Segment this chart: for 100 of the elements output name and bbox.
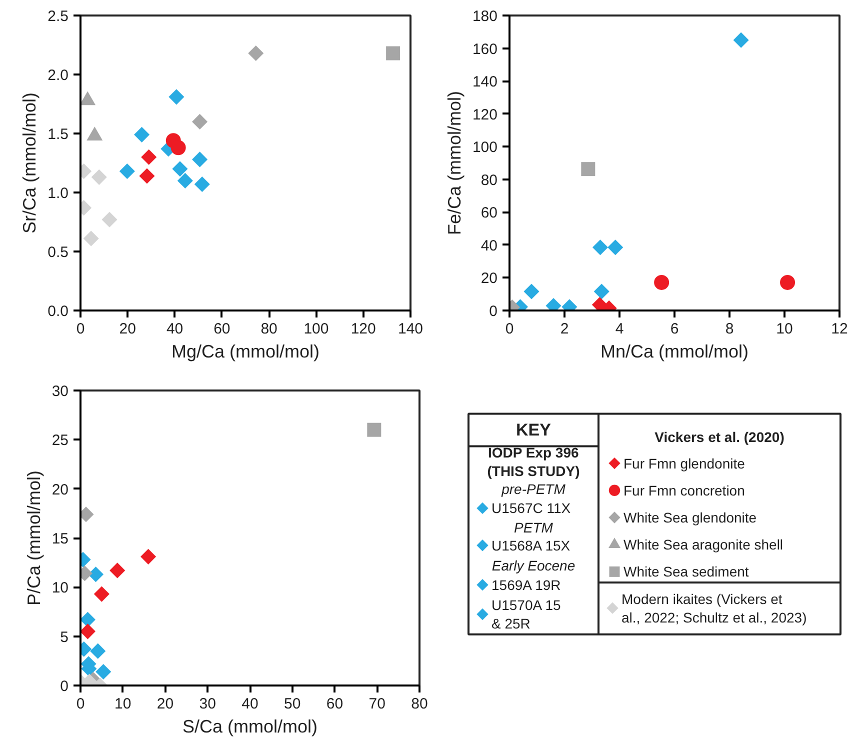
point xyxy=(139,168,155,184)
x-tick-label: 12 xyxy=(831,320,848,338)
x-tick-label: 60 xyxy=(326,696,344,712)
point xyxy=(248,45,264,62)
legend-label: Fur Fmn glendonite xyxy=(624,455,746,472)
y-tick-label: 15 xyxy=(52,530,69,548)
point xyxy=(192,152,208,168)
y-tick-label: 2.5 xyxy=(48,8,69,25)
point xyxy=(172,161,188,177)
y-tick-label: 0.5 xyxy=(48,244,69,261)
point xyxy=(110,562,126,578)
point xyxy=(119,163,135,180)
x-tick-label: 0 xyxy=(76,320,85,338)
x-tick-label: 8 xyxy=(725,320,734,338)
y-tick-label: 100 xyxy=(472,139,498,156)
point xyxy=(780,274,796,290)
y-tick-label: 120 xyxy=(472,106,498,124)
x-tick-label: 70 xyxy=(368,696,386,712)
x-axis-title: S/Ca (mmol/mol) xyxy=(182,716,318,736)
x-tick-label: 0 xyxy=(505,320,514,338)
x-tick-label: 0 xyxy=(76,696,85,712)
x-tick-label: 10 xyxy=(776,320,793,338)
x-tick-label: 40 xyxy=(242,696,258,712)
legend-label: Modern ikaites (Vickers et al., 2022; Schultz et al., 2023) xyxy=(622,590,807,626)
point xyxy=(386,46,400,60)
x-tick-label: 4 xyxy=(615,320,624,338)
y-tick-label: 20 xyxy=(480,270,498,288)
x-tick-label: 20 xyxy=(156,696,174,712)
point xyxy=(594,284,610,300)
y-tick-label: 80 xyxy=(480,172,498,189)
point xyxy=(524,284,540,300)
point xyxy=(141,149,157,165)
text: PETM xyxy=(514,520,554,536)
point xyxy=(192,114,208,130)
y-axis-title: P/Ca (mmol/mol) xyxy=(24,470,44,606)
point xyxy=(194,176,210,192)
y-tick-label: 2.0 xyxy=(48,67,69,84)
point xyxy=(168,89,184,105)
point xyxy=(80,624,96,640)
point xyxy=(91,169,107,185)
legend-label: U1570A 15 & 25R xyxy=(492,597,561,632)
legend-label: Fur Fmn concretion xyxy=(624,482,745,498)
point xyxy=(96,664,112,680)
x-tick-label: 30 xyxy=(199,696,216,712)
y-tick-label: 180 xyxy=(472,8,498,25)
y-tick-label: 20 xyxy=(52,481,69,498)
y-axis-title: Sr/Ca (mmol/mol) xyxy=(20,92,40,234)
legend-label: White Sea sediment xyxy=(624,564,749,580)
point xyxy=(367,422,382,437)
point xyxy=(608,240,624,256)
text: pre-PETM xyxy=(500,480,566,497)
x-tick-label: 50 xyxy=(284,696,301,712)
legend-label: White Sea glendonite xyxy=(624,509,757,526)
point xyxy=(94,586,110,602)
point xyxy=(140,548,156,564)
x-axis-title: Mg/Ca (mmol/mol) xyxy=(171,342,320,362)
x-tick-label: 140 xyxy=(398,320,424,338)
x-axis-title: Mn/Ca (mmol/mol) xyxy=(600,342,749,362)
legend-label: White Sea aragonite shell xyxy=(624,536,784,553)
y-tick-label: 0 xyxy=(60,678,68,695)
x-tick-label: 60 xyxy=(214,320,230,338)
y-tick-label: 140 xyxy=(472,74,498,91)
point xyxy=(733,32,749,48)
point xyxy=(170,140,186,156)
x-tick-label: 2 xyxy=(560,320,569,338)
legend-label: U1568A 15X xyxy=(492,537,571,554)
x-tick-label: 80 xyxy=(411,696,428,712)
point xyxy=(83,230,99,246)
y-axis-title: Fe/Ca (mmol/mol) xyxy=(444,90,464,236)
point xyxy=(654,274,670,290)
y-tick-label: 5 xyxy=(60,628,68,646)
y-tick-label: 30 xyxy=(52,383,69,400)
y-tick-label: 0.0 xyxy=(48,303,69,320)
text: Vickers et al. (2020) xyxy=(654,428,784,445)
y-tick-label: 1.0 xyxy=(48,185,69,202)
x-tick-label: 100 xyxy=(304,320,329,338)
y-tick-label: 40 xyxy=(480,237,498,254)
y-tick-label: 10 xyxy=(52,580,69,597)
y-tick-label: 60 xyxy=(480,204,498,222)
x-tick-label: 80 xyxy=(260,320,278,338)
y-tick-label: 0 xyxy=(489,303,498,320)
point xyxy=(177,172,193,188)
point xyxy=(102,212,118,228)
y-tick-label: 160 xyxy=(472,40,498,58)
point xyxy=(90,643,106,659)
y-tick-label: 25 xyxy=(52,432,69,450)
x-tick-label: 10 xyxy=(114,696,132,712)
point xyxy=(581,162,596,176)
y-tick-label: 1.5 xyxy=(48,126,69,143)
point xyxy=(88,566,104,582)
x-tick-label: 20 xyxy=(119,320,136,338)
x-tick-label: 40 xyxy=(166,320,184,338)
text: Early Eocene xyxy=(492,557,576,574)
point xyxy=(592,240,608,256)
text: IODP Exp 396 (THIS STUDY) xyxy=(487,444,580,479)
x-tick-label: 6 xyxy=(670,320,679,338)
x-tick-label: 120 xyxy=(350,320,376,338)
point xyxy=(134,126,150,142)
legend-label: U1567C 11X xyxy=(492,500,572,516)
legend-label: 1569A 19R xyxy=(492,576,561,593)
